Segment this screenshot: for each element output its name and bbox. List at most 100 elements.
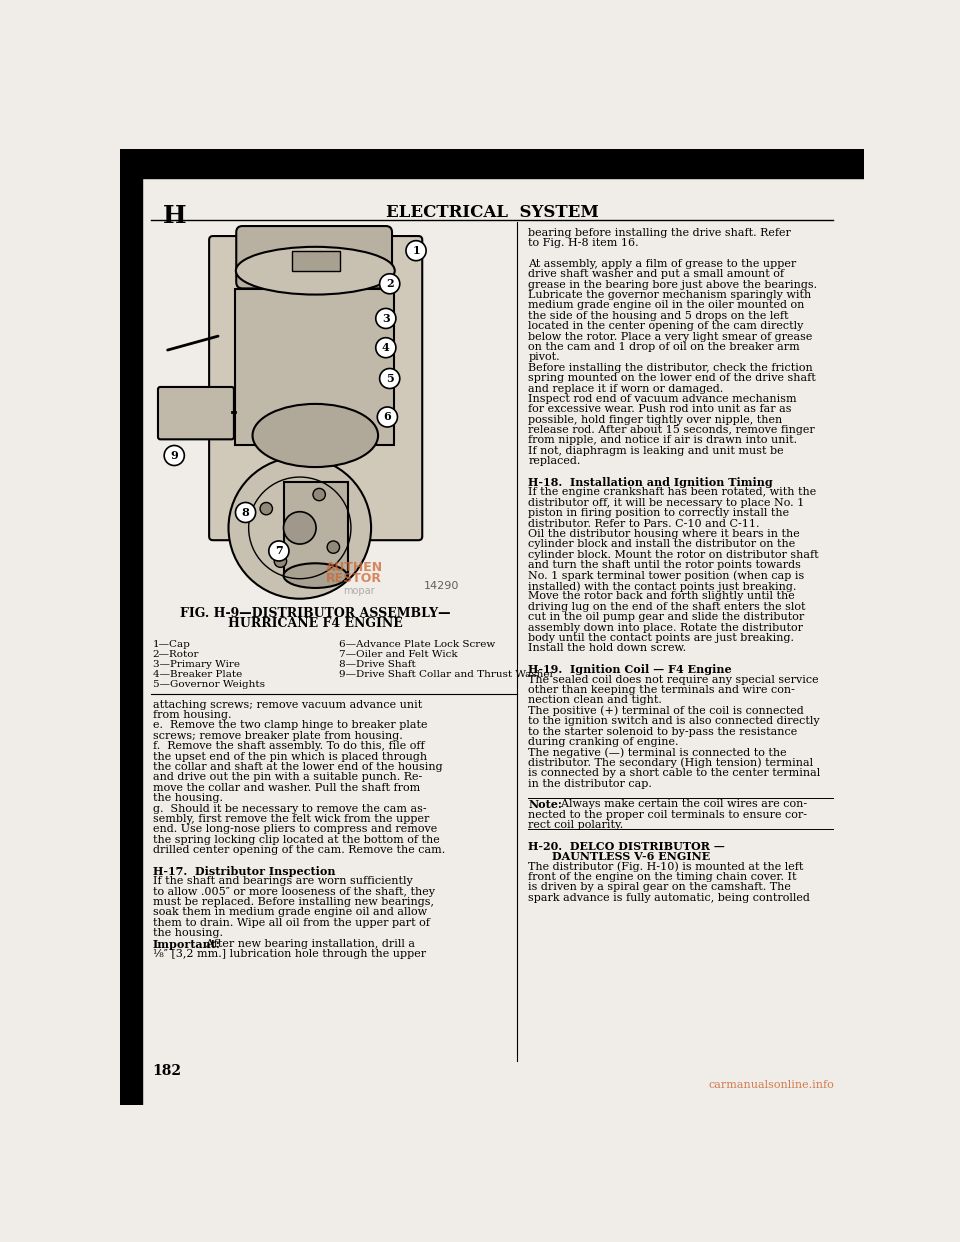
Text: H-19.  Ignition Coil — F4 Engine: H-19. Ignition Coil — F4 Engine [528, 664, 732, 676]
Text: from nipple, and notice if air is drawn into unit.: from nipple, and notice if air is drawn … [528, 436, 798, 446]
Text: H-20.  DELCO DISTRIBUTOR —: H-20. DELCO DISTRIBUTOR — [528, 841, 726, 852]
Text: ELECTRICAL  SYSTEM: ELECTRICAL SYSTEM [386, 205, 598, 221]
Text: located in the center opening of the cam directly: located in the center opening of the cam… [528, 322, 804, 332]
Text: RESTOR: RESTOR [326, 571, 382, 585]
Text: cut in the oil pump gear and slide the distributor: cut in the oil pump gear and slide the d… [528, 612, 804, 622]
Text: distributor off, it will be necessary to place No. 1: distributor off, it will be necessary to… [528, 498, 804, 508]
Text: to the starter solenoid to by-pass the resistance: to the starter solenoid to by-pass the r… [528, 727, 798, 737]
Text: possible, hold finger tightly over nipple, then: possible, hold finger tightly over nippl… [528, 415, 782, 425]
Text: ⅛″ [3,2 mm.] lubrication hole through the upper: ⅛″ [3,2 mm.] lubrication hole through th… [153, 949, 425, 959]
Text: Note:: Note: [528, 800, 563, 810]
Text: to allow .005″ or more looseness of the shaft, they: to allow .005″ or more looseness of the … [153, 887, 435, 897]
Text: in the distributor cap.: in the distributor cap. [528, 779, 652, 789]
Text: the collar and shaft at the lower end of the housing: the collar and shaft at the lower end of… [153, 761, 443, 773]
Text: 5—Governor Weights: 5—Governor Weights [153, 681, 265, 689]
Circle shape [375, 338, 396, 358]
Text: Inspect rod end of vacuum advance mechanism: Inspect rod end of vacuum advance mechan… [528, 394, 797, 404]
Text: is connected by a short cable to the center terminal: is connected by a short cable to the cen… [528, 768, 821, 779]
Text: 5: 5 [386, 373, 394, 384]
Circle shape [406, 241, 426, 261]
Text: If the shaft and bearings are worn sufficiently: If the shaft and bearings are worn suffi… [153, 877, 412, 887]
Text: is driven by a spiral gear on the camshaft. The: is driven by a spiral gear on the camsha… [528, 883, 791, 893]
Text: and drive out the pin with a suitable punch. Re-: and drive out the pin with a suitable pu… [153, 773, 421, 782]
Text: body until the contact points are just breaking.: body until the contact points are just b… [528, 633, 795, 643]
Text: to Fig. H-8 item 16.: to Fig. H-8 item 16. [528, 238, 639, 248]
Text: other than keeping the terminals and wire con-: other than keeping the terminals and wir… [528, 684, 795, 696]
Text: After new bearing installation, drill a: After new bearing installation, drill a [199, 939, 415, 949]
Ellipse shape [283, 564, 348, 587]
Text: nected to the proper coil terminals to ensure cor-: nected to the proper coil terminals to e… [528, 810, 807, 820]
Text: e.  Remove the two clamp hinge to breaker plate: e. Remove the two clamp hinge to breaker… [153, 720, 427, 730]
Circle shape [235, 503, 255, 523]
Bar [234, 289, 394, 445]
Text: distributor. The secondary (High tension) terminal: distributor. The secondary (High tension… [528, 758, 813, 769]
Text: assembly down into place. Rotate the distributor: assembly down into place. Rotate the dis… [528, 622, 804, 632]
Text: bearing before installing the drive shaft. Refer: bearing before installing the drive shaf… [528, 227, 791, 237]
Text: piston in firing position to correctly install the: piston in firing position to correctly i… [528, 508, 789, 518]
Circle shape [313, 488, 325, 501]
Text: distributor. Refer to Pars. C-10 and C-11.: distributor. Refer to Pars. C-10 and C-1… [528, 519, 760, 529]
Circle shape [228, 457, 372, 599]
Text: during cranking of engine.: during cranking of engine. [528, 737, 679, 746]
Text: HURRICANE F4 ENGINE: HURRICANE F4 ENGINE [228, 617, 402, 630]
Text: grease in the bearing bore just above the bearings.: grease in the bearing bore just above th… [528, 279, 818, 289]
Text: 6—Advance Plate Lock Screw: 6—Advance Plate Lock Screw [339, 641, 494, 650]
Bar [120, 149, 864, 179]
Text: Always make certain the coil wires are con-: Always make certain the coil wires are c… [554, 800, 807, 810]
Text: AUTHEN: AUTHEN [325, 561, 383, 574]
Text: screws; remove breaker plate from housing.: screws; remove breaker plate from housin… [153, 730, 402, 740]
Text: spark advance is fully automatic, being controlled: spark advance is fully automatic, being … [528, 893, 810, 903]
Text: the housing.: the housing. [153, 928, 223, 938]
Text: spring mounted on the lower end of the drive shaft: spring mounted on the lower end of the d… [528, 373, 816, 383]
Circle shape [327, 542, 340, 553]
Text: Lubricate the governor mechanism sparingly with: Lubricate the governor mechanism sparing… [528, 289, 811, 301]
Circle shape [377, 407, 397, 427]
Text: mopar: mopar [343, 586, 374, 596]
Bar [284, 482, 348, 575]
Circle shape [260, 503, 273, 514]
Text: drilled center opening of the cam. Remove the cam.: drilled center opening of the cam. Remov… [153, 845, 444, 856]
Text: and replace it if worn or damaged.: and replace it if worn or damaged. [528, 384, 724, 394]
Bar [120, 149, 142, 1105]
Text: 1: 1 [412, 245, 420, 256]
Ellipse shape [236, 247, 395, 294]
Text: front of the engine on the timing chain cover. It: front of the engine on the timing chain … [528, 872, 797, 882]
Text: replaced.: replaced. [528, 456, 581, 466]
Ellipse shape [252, 404, 378, 467]
Text: below the rotor. Place a very light smear of grease: below the rotor. Place a very light smea… [528, 332, 813, 342]
FancyBboxPatch shape [158, 388, 234, 440]
Circle shape [164, 446, 184, 466]
Text: 3—Primary Wire: 3—Primary Wire [153, 661, 240, 669]
Text: If the engine crankshaft has been rotated, with the: If the engine crankshaft has been rotate… [528, 487, 817, 498]
Text: 8—Drive Shaft: 8—Drive Shaft [339, 661, 416, 669]
Text: 14290: 14290 [423, 581, 459, 591]
Text: Install the hold down screw.: Install the hold down screw. [528, 643, 686, 653]
Text: 3: 3 [382, 313, 390, 324]
Text: No. 1 spark terminal tower position (when cap is: No. 1 spark terminal tower position (whe… [528, 570, 804, 581]
Circle shape [275, 555, 287, 568]
Text: rect coil polarity.: rect coil polarity. [528, 820, 624, 830]
Text: FIG. H-9—DISTRIBUTOR ASSEMBLY—: FIG. H-9—DISTRIBUTOR ASSEMBLY— [180, 607, 450, 620]
Text: The distributor (Fig. H-10) is mounted at the left: The distributor (Fig. H-10) is mounted a… [528, 862, 804, 872]
Text: DAUNTLESS V-6 ENGINE: DAUNTLESS V-6 ENGINE [552, 851, 710, 862]
Text: carmanualsonline.info: carmanualsonline.info [708, 1081, 834, 1090]
Text: The positive (+) terminal of the coil is connected: The positive (+) terminal of the coil is… [528, 705, 804, 717]
Text: medium grade engine oil in the oiler mounted on: medium grade engine oil in the oiler mou… [528, 301, 804, 310]
Text: and turn the shaft until the rotor points towards: and turn the shaft until the rotor point… [528, 560, 802, 570]
Text: Before installing the distributor, check the friction: Before installing the distributor, check… [528, 363, 813, 373]
Text: 4—Breaker Plate: 4—Breaker Plate [153, 671, 242, 679]
Text: 1—Cap: 1—Cap [153, 641, 190, 650]
Text: nection clean and tight.: nection clean and tight. [528, 696, 662, 705]
Text: on the cam and 1 drop of oil on the breaker arm: on the cam and 1 drop of oil on the brea… [528, 342, 801, 351]
Text: sembly, first remove the felt wick from the upper: sembly, first remove the felt wick from … [153, 814, 429, 823]
Text: to the ignition switch and is also connected directly: to the ignition switch and is also conne… [528, 717, 820, 727]
Text: Important:: Important: [153, 939, 221, 950]
Circle shape [379, 369, 399, 389]
Text: the spring locking clip located at the bottom of the: the spring locking clip located at the b… [153, 835, 440, 845]
Text: H-18.  Installation and Ignition Timing: H-18. Installation and Ignition Timing [528, 477, 773, 488]
Text: them to drain. Wipe all oil from the upper part of: them to drain. Wipe all oil from the upp… [153, 918, 429, 928]
Text: driving lug on the end of the shaft enters the slot: driving lug on the end of the shaft ente… [528, 602, 806, 612]
Text: must be replaced. Before installing new bearings,: must be replaced. Before installing new … [153, 897, 434, 907]
Text: cylinder block and install the distributor on the: cylinder block and install the distribut… [528, 539, 796, 549]
Text: move the collar and washer. Pull the shaft from: move the collar and washer. Pull the sha… [153, 782, 420, 792]
